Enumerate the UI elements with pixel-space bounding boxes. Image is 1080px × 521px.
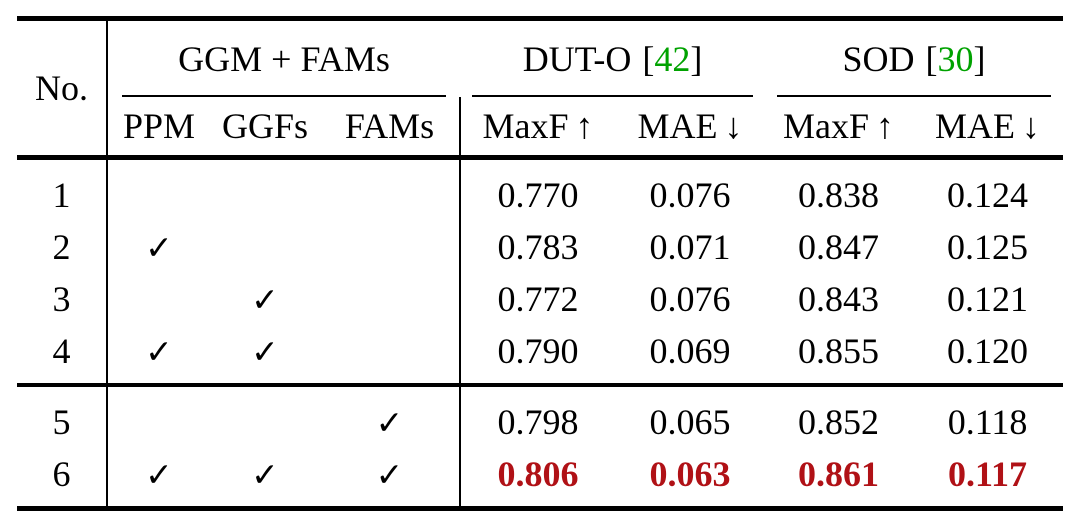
check-fams: ✓	[320, 385, 462, 448]
table-row-3: 3 ✓ 0.772 0.076 0.843 0.121	[17, 273, 1063, 325]
table-row-6-best: 6 ✓ ✓ ✓ 0.806 0.063 0.861 0.117	[17, 448, 1063, 509]
check-ppm: ✓	[145, 454, 173, 494]
no-label: No.	[35, 68, 88, 108]
value-duto-mae: 0.069	[649, 331, 731, 371]
value-sod-mae: 0.118	[947, 402, 1028, 442]
check-ggfs	[210, 385, 320, 448]
check-ppm	[107, 158, 210, 222]
check-fams	[320, 325, 462, 385]
check-ppm: ✓	[145, 331, 173, 371]
check-ppm: ✓	[145, 227, 173, 267]
row-no: 1	[17, 157, 108, 221]
table-body-rows-5-6: 5 ✓ 0.798 0.065 0.852 0.118 6 ✓ ✓ ✓ 0.80…	[17, 385, 1063, 509]
down-arrow-icon: ↓	[724, 106, 743, 146]
value-duto-mae: 0.076	[649, 175, 731, 215]
check-ggfs: ✓	[251, 454, 279, 494]
col-header-ppm: PPM	[122, 106, 196, 146]
citation-number-sod: 30	[937, 39, 974, 79]
table-row-5: 5 ✓ 0.798 0.065 0.852 0.118	[17, 385, 1063, 448]
col-header-maxf-duto: MaxF ↑	[460, 97, 615, 158]
value-sod-mae: 0.124	[947, 175, 1029, 215]
value-duto-maxf: 0.798	[497, 402, 579, 442]
check-ggfs: ✓	[251, 331, 279, 371]
value-sod-maxf-best: 0.861	[798, 454, 880, 494]
col-header-no: No.	[17, 18, 108, 158]
value-duto-maxf: 0.772	[497, 279, 579, 319]
maxf-label: MaxF	[783, 106, 870, 146]
table-row-1: 1 0.770 0.076 0.838 0.124	[17, 157, 1063, 222]
check-ggfs: ✓	[251, 279, 279, 319]
citation-number-duto: 42	[654, 39, 691, 79]
maxf-label: MaxF	[482, 106, 569, 146]
cmidrule-sod	[776, 95, 1052, 97]
row-no: 3	[17, 273, 108, 325]
table-header: No. GGM + FAMs DUT-O [42] SOD [30] PPM GGF…	[17, 18, 1064, 158]
check-fams	[320, 157, 462, 221]
value-duto-maxf-best: 0.806	[497, 454, 579, 494]
value-sod-mae-best: 0.117	[948, 454, 1028, 494]
value-sod-mae: 0.120	[947, 331, 1029, 371]
check-ggfs	[210, 158, 320, 222]
methods-group-label: GGM + FAMs	[178, 39, 390, 79]
row-no: 5	[17, 385, 108, 448]
group-header-methods: GGM + FAMs	[107, 19, 460, 97]
value-sod-maxf: 0.847	[798, 227, 880, 267]
value-sod-mae: 0.121	[947, 279, 1029, 319]
up-arrow-icon: ↑	[575, 106, 594, 146]
table-body-rows-1-4: 1 0.770 0.076 0.838 0.124 2 ✓ 0.783 0.07…	[17, 157, 1064, 385]
value-sod-mae: 0.125	[947, 227, 1029, 267]
value-duto-maxf: 0.783	[497, 227, 579, 267]
value-duto-mae-best: 0.063	[649, 454, 731, 494]
mae-label: MAE	[935, 106, 1016, 146]
check-ppm	[107, 385, 210, 448]
citation-bracket-close: ]	[973, 39, 986, 79]
row-no: 2	[17, 221, 108, 273]
citation-bracket-open: [	[925, 39, 938, 79]
check-ggfs	[210, 221, 320, 273]
col-header-mae-duto: MAE ↓	[615, 97, 765, 158]
col-header-ggfs: GGFs	[221, 106, 309, 146]
cmidrule-methods	[122, 95, 446, 97]
group-header-sod: SOD [30]	[765, 19, 1063, 97]
up-arrow-icon: ↑	[876, 106, 895, 146]
header-row-subcolumns: PPM GGFs FAMs MaxF ↑ MAE ↓ MaxF ↑ MAE ↓	[17, 97, 1063, 158]
group-header-duto: DUT-O [42]	[460, 19, 765, 97]
check-fams	[320, 273, 462, 325]
row-no: 6	[17, 448, 108, 509]
value-sod-maxf: 0.838	[798, 175, 880, 215]
value-sod-maxf: 0.852	[798, 402, 880, 442]
col-header-mae-sod: MAE ↓	[912, 97, 1063, 158]
header-row-groups: No. GGM + FAMs DUT-O [42] SOD [30]	[17, 18, 1063, 158]
check-fams	[320, 221, 462, 273]
value-sod-maxf: 0.855	[798, 331, 880, 371]
value-duto-mae: 0.076	[649, 279, 731, 319]
table-row-4: 4 ✓ ✓ 0.790 0.069 0.855 0.120	[17, 325, 1063, 385]
citation-bracket-close: ]	[690, 39, 703, 79]
ablation-table: No. GGM + FAMs DUT-O [42] SOD [30] PPM GGF…	[17, 16, 1064, 511]
col-header-maxf-sod: MaxF ↑	[765, 97, 912, 158]
col-header-fams: FAMs	[320, 97, 462, 158]
dataset-duto-label: DUT-O	[522, 39, 632, 79]
dataset-sod-label: SOD	[842, 39, 915, 79]
value-duto-maxf: 0.790	[497, 331, 579, 371]
check-ppm	[107, 273, 210, 325]
down-arrow-icon: ↓	[1022, 106, 1041, 146]
mae-label: MAE	[637, 106, 718, 146]
value-sod-maxf: 0.843	[798, 279, 880, 319]
cmidrule-duto	[472, 95, 753, 97]
row-no: 4	[17, 325, 108, 385]
value-duto-mae: 0.071	[649, 227, 731, 267]
value-duto-mae: 0.065	[649, 402, 731, 442]
citation-bracket-open: [	[642, 39, 655, 79]
value-duto-maxf: 0.770	[497, 175, 579, 215]
check-fams: ✓	[320, 448, 462, 509]
table-row-2: 2 ✓ 0.783 0.071 0.847 0.125	[17, 221, 1063, 273]
